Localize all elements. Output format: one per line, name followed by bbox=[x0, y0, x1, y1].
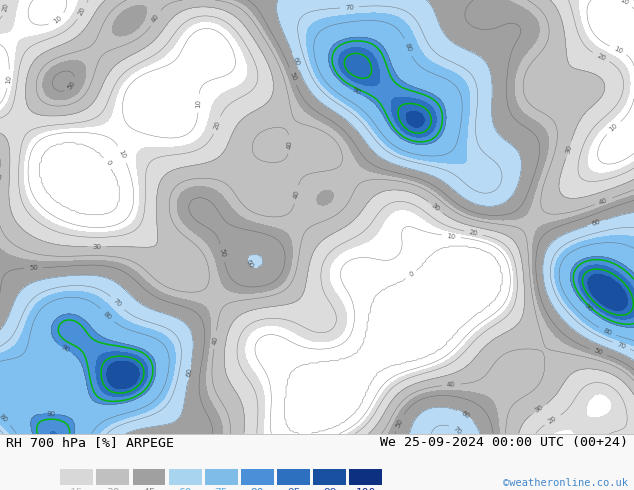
Text: 50: 50 bbox=[29, 265, 38, 271]
Text: 90: 90 bbox=[583, 303, 593, 313]
Text: 10: 10 bbox=[608, 122, 619, 133]
Text: 95: 95 bbox=[287, 488, 301, 490]
Text: 30: 30 bbox=[430, 202, 441, 213]
Bar bbox=[133, 468, 165, 486]
Text: 90: 90 bbox=[351, 87, 361, 96]
Text: 40: 40 bbox=[0, 172, 4, 181]
Text: 90: 90 bbox=[250, 488, 264, 490]
Text: 60: 60 bbox=[245, 258, 255, 269]
Text: 80: 80 bbox=[404, 42, 413, 53]
Text: 20: 20 bbox=[469, 229, 479, 237]
Text: 75: 75 bbox=[214, 488, 228, 490]
Text: 70: 70 bbox=[345, 4, 354, 11]
Text: 80: 80 bbox=[0, 414, 8, 424]
Text: 90: 90 bbox=[60, 343, 70, 353]
Text: 40: 40 bbox=[293, 190, 301, 199]
Bar bbox=[349, 468, 382, 486]
Text: 50: 50 bbox=[288, 71, 297, 81]
Text: 99: 99 bbox=[323, 488, 337, 490]
Text: 60: 60 bbox=[178, 488, 192, 490]
Text: 10: 10 bbox=[446, 233, 456, 240]
Text: We 25-09-2024 00:00 UTC (00+24): We 25-09-2024 00:00 UTC (00+24) bbox=[380, 437, 628, 449]
Text: 70: 70 bbox=[452, 426, 462, 436]
Text: 0: 0 bbox=[408, 271, 415, 278]
Text: 30: 30 bbox=[534, 404, 545, 414]
Bar bbox=[241, 468, 274, 486]
Text: 70: 70 bbox=[112, 298, 123, 308]
Text: RH 700 hPa [%] ARPEGE: RH 700 hPa [%] ARPEGE bbox=[6, 437, 174, 449]
Text: 40: 40 bbox=[151, 13, 160, 24]
Text: 50: 50 bbox=[593, 348, 604, 356]
Text: 60: 60 bbox=[460, 410, 471, 420]
Text: 70: 70 bbox=[616, 341, 626, 350]
Text: 50: 50 bbox=[67, 80, 77, 91]
Bar bbox=[205, 468, 238, 486]
Text: ©weatheronline.co.uk: ©weatheronline.co.uk bbox=[503, 478, 628, 489]
Text: 10: 10 bbox=[52, 15, 63, 25]
Text: 20: 20 bbox=[547, 415, 558, 425]
Text: 80: 80 bbox=[102, 310, 113, 320]
Text: 30: 30 bbox=[93, 244, 101, 249]
Text: 10: 10 bbox=[195, 98, 202, 108]
Text: 60: 60 bbox=[186, 368, 193, 377]
Text: 100: 100 bbox=[356, 488, 376, 490]
Bar bbox=[96, 468, 129, 486]
Text: 60: 60 bbox=[291, 56, 301, 67]
Text: 50: 50 bbox=[395, 417, 404, 428]
Text: 30: 30 bbox=[106, 488, 120, 490]
Text: 45: 45 bbox=[142, 488, 156, 490]
Text: 60: 60 bbox=[591, 219, 602, 227]
Text: 20: 20 bbox=[77, 5, 87, 16]
Text: 10: 10 bbox=[612, 45, 623, 54]
Text: 10: 10 bbox=[619, 0, 630, 6]
Bar bbox=[60, 468, 93, 486]
Text: 20: 20 bbox=[1, 2, 10, 12]
Text: 40: 40 bbox=[598, 197, 609, 206]
Text: 50: 50 bbox=[219, 248, 226, 258]
Text: 10: 10 bbox=[118, 149, 127, 160]
Text: 15: 15 bbox=[70, 488, 84, 490]
Text: 40: 40 bbox=[212, 335, 219, 344]
Text: 90: 90 bbox=[46, 411, 56, 417]
Bar bbox=[169, 468, 202, 486]
Text: 0: 0 bbox=[105, 160, 112, 167]
Text: 20: 20 bbox=[595, 52, 606, 62]
Bar bbox=[313, 468, 346, 486]
Text: 10: 10 bbox=[5, 74, 12, 84]
Bar bbox=[277, 468, 310, 486]
Text: 20: 20 bbox=[212, 120, 221, 130]
Text: 40: 40 bbox=[446, 382, 456, 388]
Text: 80: 80 bbox=[602, 327, 613, 336]
Text: 40: 40 bbox=[287, 140, 292, 148]
Text: 30: 30 bbox=[564, 145, 573, 155]
